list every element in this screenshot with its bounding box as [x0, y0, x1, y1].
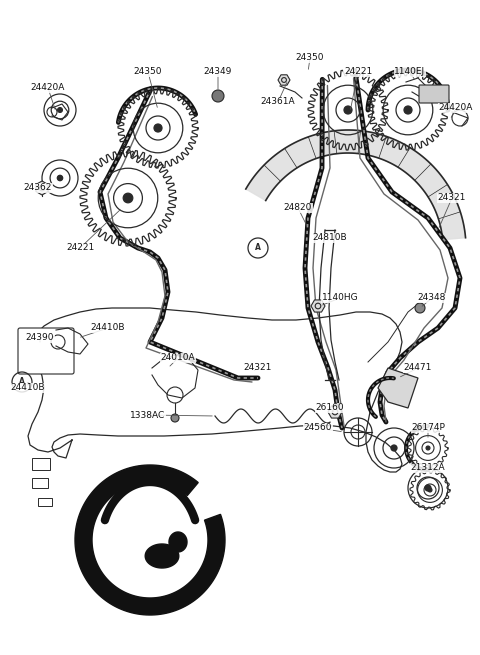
Text: A: A: [19, 377, 25, 386]
Text: 26160: 26160: [316, 403, 344, 413]
Text: 24471: 24471: [404, 364, 432, 373]
Text: 24350: 24350: [134, 67, 162, 77]
Polygon shape: [278, 75, 290, 85]
Text: 24321: 24321: [244, 364, 272, 373]
Text: A: A: [255, 244, 261, 252]
Text: 24410B: 24410B: [91, 324, 125, 333]
Text: 24348: 24348: [418, 293, 446, 303]
Circle shape: [344, 106, 352, 114]
Text: 1338AC: 1338AC: [131, 411, 166, 419]
FancyBboxPatch shape: [18, 328, 74, 374]
Text: 24221: 24221: [66, 244, 94, 252]
Circle shape: [58, 107, 62, 113]
Circle shape: [404, 106, 412, 114]
Circle shape: [57, 176, 63, 181]
Circle shape: [415, 303, 425, 313]
Circle shape: [154, 124, 162, 132]
Text: 24420A: 24420A: [31, 83, 65, 92]
Circle shape: [123, 193, 133, 203]
Circle shape: [391, 445, 397, 451]
Polygon shape: [311, 300, 325, 312]
Bar: [32, 458, 50, 470]
Circle shape: [428, 488, 432, 492]
Polygon shape: [246, 130, 466, 240]
Text: 24010A: 24010A: [161, 354, 195, 362]
Text: 24361A: 24361A: [261, 98, 295, 107]
Bar: [38, 498, 52, 506]
Text: 24350: 24350: [296, 54, 324, 62]
Circle shape: [426, 446, 430, 450]
Circle shape: [212, 90, 224, 102]
FancyBboxPatch shape: [419, 85, 449, 103]
Polygon shape: [378, 368, 418, 408]
Text: 24221: 24221: [344, 67, 372, 77]
Polygon shape: [169, 532, 187, 552]
Text: 24390: 24390: [26, 333, 54, 343]
Polygon shape: [145, 544, 179, 568]
Text: 24820: 24820: [284, 204, 312, 212]
Text: 1140EJ: 1140EJ: [395, 67, 426, 77]
Text: 26174P: 26174P: [411, 424, 445, 432]
Text: 1140HG: 1140HG: [322, 293, 358, 303]
Text: 24321: 24321: [438, 193, 466, 202]
Circle shape: [425, 485, 431, 491]
Circle shape: [171, 414, 179, 422]
Polygon shape: [36, 181, 48, 195]
Text: 24410B: 24410B: [11, 383, 45, 392]
Text: 24349: 24349: [204, 67, 232, 77]
Text: 24420A: 24420A: [439, 103, 473, 113]
Text: 21312A: 21312A: [411, 464, 445, 472]
Text: 24362: 24362: [24, 183, 52, 193]
Bar: [32, 478, 48, 488]
Polygon shape: [75, 465, 225, 615]
Polygon shape: [328, 406, 342, 418]
Text: 24560: 24560: [304, 424, 332, 432]
Text: 24810B: 24810B: [312, 233, 348, 242]
